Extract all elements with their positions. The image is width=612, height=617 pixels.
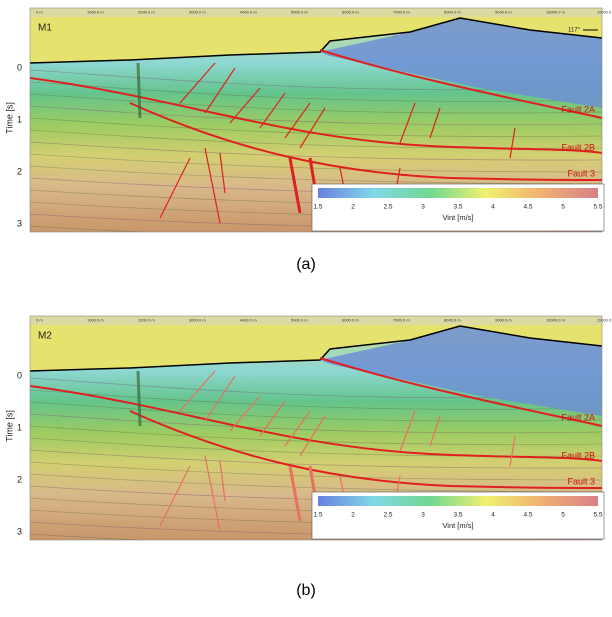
distance-tick-label: 1000.0 m: [87, 10, 104, 15]
colorbar-tick-label: 4: [491, 512, 495, 519]
distance-tick-label: 3000.0 m: [189, 10, 206, 15]
distance-tick-label: 7000.0 m: [393, 318, 410, 323]
distance-tick-label: 0 m: [36, 318, 43, 323]
azimuth-label: 117°: [568, 28, 581, 34]
distance-tick-label: 6000.0 m: [342, 10, 359, 15]
colorbar: [318, 496, 598, 506]
distance-tick-label: 0 m: [36, 10, 43, 15]
distance-tick-label: 8000.0 m: [444, 10, 461, 15]
colorbar-tick-label: 4.5: [523, 512, 532, 519]
distance-tick-label: 4000.0 m: [240, 10, 257, 15]
distance-tick-label: 4000.0 m: [240, 318, 257, 323]
colorbar-tick-label: 2: [351, 512, 355, 519]
figure: M1 117° 0 m 1000.0 m 2000.0 m 3000.0 m 4000.0 …: [0, 0, 612, 612]
colorbar-label: Vint [m/s]: [442, 213, 473, 222]
fault-label: Fault 2A: [561, 412, 595, 422]
colorbar-tick-label: 2.5: [383, 512, 392, 519]
colorbar-tick-label: 5: [561, 204, 565, 211]
time-axis-label: Time [s]: [4, 410, 14, 442]
panel-caption: (a): [296, 256, 316, 273]
fault-label: Fault 2B: [561, 450, 595, 460]
model-label: M2: [38, 331, 52, 342]
colorbar-label: Vint [m/s]: [442, 521, 473, 530]
time-tick-label: 3: [17, 218, 22, 228]
time-tick-label: 3: [17, 526, 22, 536]
colorbar-tick-label: 5.5: [593, 204, 602, 211]
time-axis-label: Time [s]: [4, 102, 14, 134]
distance-tick-label: 5000.0 m: [291, 318, 308, 323]
fault-label: Fault 2B: [561, 142, 595, 152]
distance-tick-label: 5000.0 m: [291, 10, 308, 15]
distance-tick-label: 10000.0 m: [546, 10, 566, 15]
time-tick-label: 0: [17, 370, 22, 380]
panel-caption: (b): [296, 582, 316, 599]
distance-tick-label: 6000.0 m: [342, 318, 359, 323]
well: [138, 63, 140, 118]
distance-tick-label: 2000.0 m: [138, 10, 155, 15]
time-tick-label: 2: [17, 166, 22, 176]
fault-label: Fault 3: [567, 476, 595, 486]
distance-tick-label: 8000.0 m: [444, 318, 461, 323]
time-tick-label: 1: [17, 114, 22, 124]
section-panel: M1 117° 0 m 1000.0 m 2000.0 m 3000.0 m 4000.0 …: [4, 8, 612, 244]
colorbar: [318, 188, 598, 198]
colorbar-tick-label: 5: [561, 512, 565, 519]
colorbar-tick-label: 5.5: [593, 512, 602, 519]
colorbar-tick-label: 4.5: [523, 204, 532, 211]
colorbar-tick-label: 2.5: [383, 204, 392, 211]
distance-tick-label: 10000.0 m: [546, 318, 566, 323]
time-tick-label: 1: [17, 422, 22, 432]
section-panel: M2 0 m 1000.0 m 2000.0 m 3000.0 m 4000.0 m 500…: [4, 316, 612, 552]
distance-tick-label: 2000.0 m: [138, 318, 155, 323]
distance-tick-label: 11000.0 m: [597, 10, 612, 15]
model-label: M1: [38, 23, 52, 34]
colorbar-tick-label: 3.5: [453, 512, 462, 519]
distance-tick-label: 1000.0 m: [87, 318, 104, 323]
distance-tick-label: 9000.0 m: [495, 318, 512, 323]
time-tick-label: 2: [17, 474, 22, 484]
colorbar-tick-label: 1.5: [313, 512, 322, 519]
colorbar-tick-label: 3: [421, 512, 425, 519]
colorbar-tick-label: 4: [491, 204, 495, 211]
distance-strip: [30, 8, 602, 17]
colorbar-tick-label: 3: [421, 204, 425, 211]
fault-label: Fault 3: [567, 168, 595, 178]
distance-tick-label: 7000.0 m: [393, 10, 410, 15]
colorbar-tick-label: 1.5: [313, 204, 322, 211]
time-tick-label: 0: [17, 62, 22, 72]
distance-tick-label: 11000.0 m: [597, 318, 612, 323]
colorbar-tick-label: 2: [351, 204, 355, 211]
colorbar-tick-label: 3.5: [453, 204, 462, 211]
fault-label: Fault 2A: [561, 104, 595, 114]
distance-tick-label: 3000.0 m: [189, 318, 206, 323]
distance-tick-label: 9000.0 m: [495, 10, 512, 15]
distance-strip: [30, 316, 602, 325]
well: [138, 371, 140, 426]
